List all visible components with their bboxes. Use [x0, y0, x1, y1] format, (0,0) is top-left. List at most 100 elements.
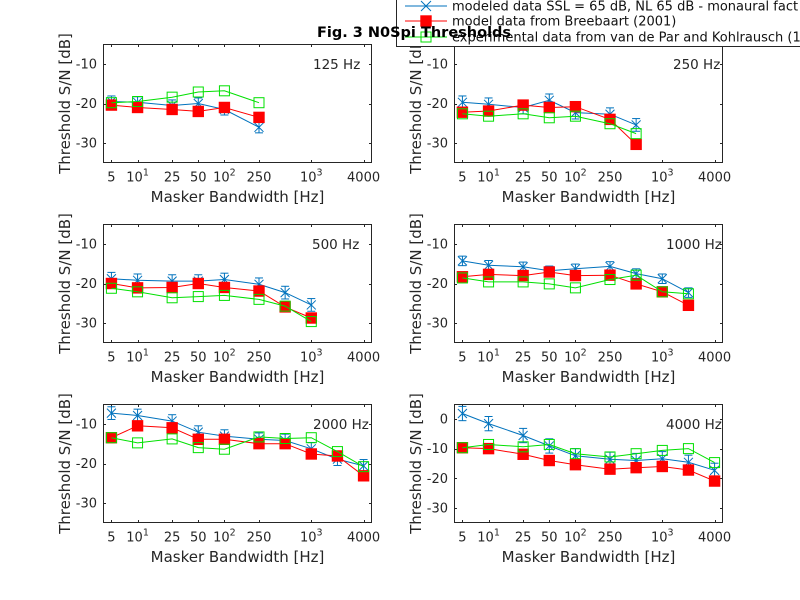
- data-point-experimental: [656, 286, 668, 298]
- x-tick-label-base: 10: [213, 171, 230, 186]
- x-tick-label: 102: [564, 348, 587, 366]
- data-point-experimental: [682, 443, 694, 455]
- data-point-experimental: [218, 85, 230, 97]
- y-axis-label: Threshold S/N [dB]: [56, 393, 74, 535]
- x-tick-label-exponent: 3: [668, 528, 674, 539]
- x-marker: [457, 256, 468, 266]
- data-point-experimental: [483, 438, 495, 450]
- data-point-breebaart: [166, 422, 178, 434]
- x-tick-label: 101: [126, 528, 149, 546]
- y-tick-label: -10: [76, 57, 97, 72]
- axes-frame: [454, 224, 723, 343]
- y-tick-label: -20: [427, 97, 448, 112]
- x-tick-label: 4000: [347, 351, 380, 366]
- data-point-experimental: [218, 289, 230, 301]
- data-point-breebaart: [482, 268, 495, 281]
- data-point-modeled: [683, 287, 694, 298]
- legend-x-marker: [420, 0, 432, 12]
- series-line: [462, 113, 637, 135]
- x-tick-label: 102: [564, 168, 587, 186]
- x-tick-label-exponent: 3: [317, 528, 323, 539]
- x-tick-label-base: 10: [564, 351, 581, 366]
- data-point-experimental: [456, 442, 468, 454]
- data-point-breebaart: [517, 448, 529, 460]
- x-axis-label: Masker Bandwidth [Hz]: [502, 548, 676, 566]
- y-tick-label: -20: [76, 277, 97, 292]
- series-line: [111, 436, 364, 468]
- x-tick-label-base: 250: [247, 531, 272, 546]
- axes-background: [103, 224, 372, 343]
- legend-label: modeled data SSL = 65 dB, NL 65 dB - mon…: [452, 0, 798, 15]
- axes-background: [454, 224, 723, 343]
- data-point-experimental: [630, 128, 642, 140]
- x-marker: [483, 418, 494, 429]
- y-tick-label: -20: [427, 472, 448, 487]
- y-tick-label: -10: [76, 417, 97, 432]
- x-tick-label-base: 10: [651, 351, 668, 366]
- x-tick-label: 4000: [347, 171, 380, 186]
- data-point-breebaart: [569, 458, 582, 471]
- data-point-experimental: [192, 86, 204, 98]
- x-tick-label-base: 25: [515, 531, 532, 546]
- series-experimental: [105, 431, 370, 473]
- x-tick-label: 250: [598, 351, 623, 366]
- x-tick-label-base: 10: [564, 531, 581, 546]
- y-axis-label: Threshold S/N [dB]: [56, 33, 74, 175]
- data-point-breebaart: [357, 470, 370, 482]
- data-point-experimental: [604, 451, 616, 463]
- x-tick-label-exponent: 2: [581, 168, 587, 179]
- data-point-breebaart: [131, 101, 144, 114]
- data-point-experimental: [105, 97, 117, 109]
- data-point-breebaart: [192, 433, 204, 446]
- data-point-experimental: [630, 269, 642, 281]
- data-point-experimental: [166, 292, 178, 304]
- x-tick-label-base: 25: [515, 351, 532, 366]
- axes-background: [454, 44, 723, 163]
- axes-background: [103, 404, 372, 523]
- data-point-modeled: [657, 273, 668, 284]
- data-point-experimental: [279, 300, 291, 312]
- x-tick-label-exponent: 2: [230, 168, 236, 179]
- x-tick-label-base: 10: [477, 351, 494, 366]
- x-tick-label: 4000: [698, 171, 731, 186]
- y-tick-label: -10: [427, 442, 448, 457]
- legend-label: experimental data from van de Par and Ko…: [452, 31, 800, 46]
- data-point-experimental: [483, 110, 495, 122]
- x-tick-label-base: 50: [541, 171, 558, 186]
- x-tick-label: 103: [300, 168, 323, 186]
- data-point-experimental: [483, 276, 495, 288]
- x-tick-label: 103: [651, 348, 674, 366]
- series-experimental: [456, 269, 694, 300]
- x-marker: [358, 461, 369, 471]
- x-tick-label: 5: [458, 531, 466, 546]
- x-tick-label-base: 10: [651, 531, 668, 546]
- y-axis-label: Threshold S/N [dB]: [407, 213, 425, 355]
- x-tick-label-base: 250: [598, 351, 623, 366]
- x-tick-label-base: 50: [541, 531, 558, 546]
- x-tick-label-base: 25: [515, 171, 532, 186]
- data-point-modeled: [457, 255, 468, 267]
- x-tick-label-exponent: 3: [317, 168, 323, 179]
- x-tick-label: 103: [651, 528, 674, 546]
- x-tick-label-exponent: 1: [494, 168, 500, 179]
- x-marker: [106, 408, 117, 418]
- x-tick-label: 250: [247, 351, 272, 366]
- x-tick-label-base: 10: [300, 531, 317, 546]
- axes-frame: [103, 404, 372, 523]
- x-tick-label-base: 4000: [698, 351, 731, 366]
- y-tick-label: -30: [76, 137, 97, 152]
- data-point-experimental: [253, 97, 265, 109]
- data-point-breebaart: [543, 454, 555, 467]
- x-tick-label-exponent: 2: [581, 528, 587, 539]
- data-point-modeled: [457, 405, 468, 422]
- panel-frequency-label: 4000 Hz: [666, 417, 722, 433]
- x-tick-label: 102: [213, 168, 236, 186]
- data-point-experimental: [105, 282, 117, 294]
- data-point-breebaart: [708, 475, 721, 487]
- data-point-experimental: [132, 96, 144, 108]
- x-marker: [518, 430, 528, 441]
- series-line: [462, 443, 715, 464]
